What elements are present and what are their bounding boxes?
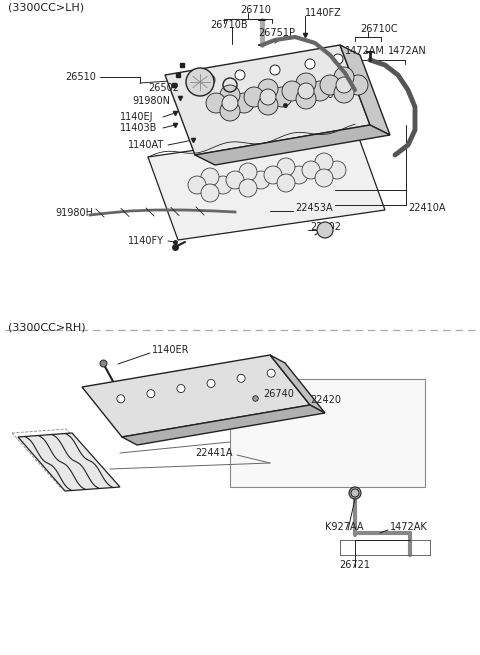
- Circle shape: [328, 161, 346, 179]
- Circle shape: [320, 75, 340, 95]
- Circle shape: [333, 54, 343, 64]
- Circle shape: [201, 184, 219, 202]
- Polygon shape: [165, 45, 370, 155]
- Polygon shape: [18, 433, 120, 491]
- Text: 11403B: 11403B: [120, 123, 157, 133]
- Circle shape: [315, 169, 333, 187]
- Circle shape: [334, 83, 354, 103]
- Circle shape: [226, 171, 244, 189]
- Polygon shape: [122, 405, 325, 445]
- Text: 22453A: 22453A: [295, 203, 333, 213]
- Circle shape: [214, 176, 232, 194]
- Polygon shape: [82, 355, 310, 437]
- Circle shape: [252, 171, 270, 189]
- Circle shape: [315, 153, 333, 171]
- Circle shape: [234, 93, 254, 113]
- Circle shape: [244, 87, 264, 107]
- Circle shape: [277, 174, 295, 192]
- Text: K927AA: K927AA: [325, 522, 363, 532]
- Circle shape: [296, 89, 316, 109]
- Text: 26710B: 26710B: [210, 20, 248, 30]
- Circle shape: [302, 161, 320, 179]
- Circle shape: [290, 166, 308, 184]
- Text: 1140FY: 1140FY: [128, 236, 164, 246]
- Circle shape: [220, 85, 240, 105]
- Text: 1472AK: 1472AK: [390, 522, 428, 532]
- Circle shape: [201, 168, 219, 186]
- Text: 22402: 22402: [310, 222, 341, 232]
- Circle shape: [296, 73, 316, 93]
- Circle shape: [334, 67, 354, 87]
- Circle shape: [260, 89, 276, 105]
- Circle shape: [336, 77, 352, 93]
- Text: 1140ER: 1140ER: [310, 90, 348, 100]
- Circle shape: [267, 369, 275, 377]
- Circle shape: [258, 95, 278, 115]
- Text: 1140AT: 1140AT: [128, 140, 164, 150]
- Text: 26710: 26710: [240, 5, 271, 15]
- Bar: [230, 379, 425, 487]
- Text: 1140ER: 1140ER: [152, 345, 190, 355]
- Text: 91980H: 91980H: [55, 208, 93, 218]
- Circle shape: [349, 487, 361, 499]
- Circle shape: [305, 59, 315, 69]
- Polygon shape: [340, 45, 390, 135]
- Circle shape: [270, 65, 280, 75]
- Text: 1140FZ: 1140FZ: [305, 8, 342, 18]
- Circle shape: [264, 166, 282, 184]
- Circle shape: [317, 222, 333, 238]
- Circle shape: [272, 87, 292, 107]
- Text: (3300CC>RH): (3300CC>RH): [8, 323, 85, 333]
- Circle shape: [206, 93, 226, 113]
- Circle shape: [147, 390, 155, 398]
- Text: 22441A: 22441A: [195, 448, 232, 458]
- Text: 26721: 26721: [339, 560, 371, 570]
- Polygon shape: [270, 355, 325, 413]
- Circle shape: [177, 384, 185, 392]
- Text: 1472AM: 1472AM: [345, 46, 385, 56]
- Text: 26710C: 26710C: [360, 24, 397, 34]
- Circle shape: [222, 95, 238, 111]
- Circle shape: [298, 83, 314, 99]
- Text: 1472AN: 1472AN: [388, 46, 427, 56]
- Circle shape: [205, 75, 215, 85]
- Circle shape: [277, 158, 295, 176]
- Text: 91980N: 91980N: [132, 96, 170, 106]
- Circle shape: [186, 68, 214, 96]
- Circle shape: [239, 163, 257, 181]
- Circle shape: [258, 79, 278, 99]
- Text: 26740: 26740: [263, 389, 294, 399]
- Circle shape: [348, 75, 368, 95]
- Text: 26502: 26502: [148, 83, 179, 93]
- Circle shape: [351, 489, 359, 497]
- Polygon shape: [148, 127, 385, 240]
- Text: 1140EJ: 1140EJ: [120, 112, 154, 122]
- Text: 26510: 26510: [65, 72, 96, 82]
- Polygon shape: [195, 125, 390, 165]
- Circle shape: [237, 374, 245, 383]
- Circle shape: [235, 70, 245, 80]
- Circle shape: [239, 179, 257, 197]
- Text: 26751P: 26751P: [258, 28, 295, 38]
- Text: 22410A: 22410A: [408, 203, 445, 213]
- Circle shape: [282, 81, 302, 101]
- Circle shape: [220, 101, 240, 121]
- Circle shape: [117, 395, 125, 403]
- Text: 22420: 22420: [310, 395, 341, 405]
- Text: (3300CC>LH): (3300CC>LH): [8, 2, 84, 12]
- Circle shape: [310, 81, 330, 101]
- Circle shape: [188, 176, 206, 194]
- Circle shape: [207, 379, 215, 388]
